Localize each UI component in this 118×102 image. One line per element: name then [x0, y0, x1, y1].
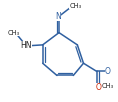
- Text: O: O: [105, 67, 111, 76]
- Text: CH₃: CH₃: [8, 30, 20, 36]
- Text: O: O: [96, 83, 102, 92]
- Text: N: N: [55, 12, 61, 21]
- Text: HN: HN: [21, 41, 32, 50]
- Text: CH₃: CH₃: [102, 83, 114, 89]
- Text: CH₃: CH₃: [69, 3, 81, 9]
